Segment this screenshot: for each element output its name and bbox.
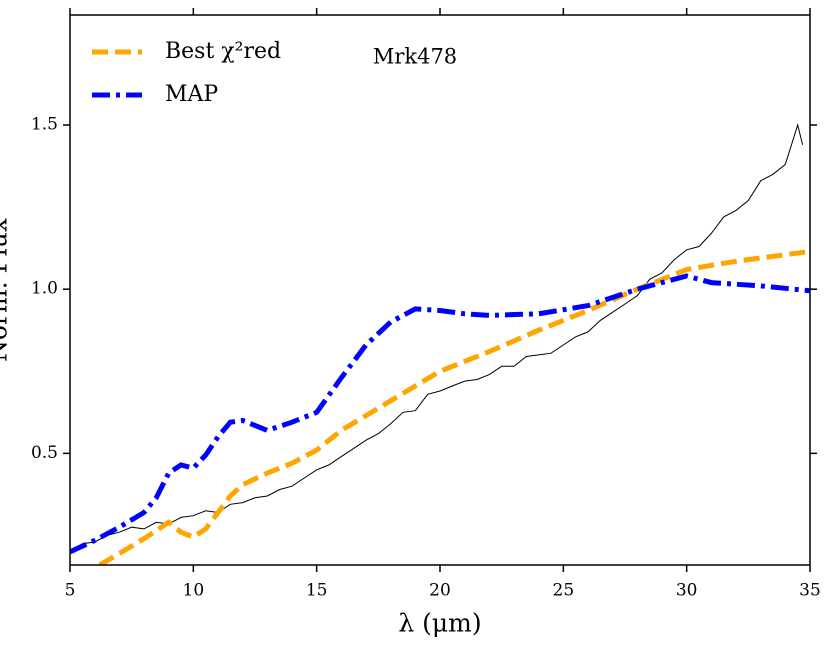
x-tick-label: 35: [799, 581, 821, 601]
x-tick-label: 15: [306, 581, 328, 601]
y-tick-label: 0.5: [31, 443, 58, 463]
legend-label: MAP: [165, 82, 218, 107]
x-tick-label: 10: [183, 581, 205, 601]
x-axis-label: λ (μm): [398, 609, 481, 638]
y-axis-label: Norm. Flux: [0, 218, 13, 362]
x-tick-label: 30: [676, 581, 698, 601]
y-tick-label: 1.0: [31, 279, 58, 299]
legend-label: Best χ²red: [165, 39, 281, 64]
series-line: [98, 248, 810, 565]
x-tick-label: 25: [553, 581, 575, 601]
x-tick-label: 20: [429, 581, 451, 601]
y-tick-label: 1.5: [31, 115, 58, 135]
x-tick-label: 5: [65, 581, 76, 601]
plot-area: [70, 123, 810, 565]
annotation: Mrk478: [373, 45, 457, 69]
series-line: [70, 123, 804, 553]
series-line: [70, 273, 810, 555]
